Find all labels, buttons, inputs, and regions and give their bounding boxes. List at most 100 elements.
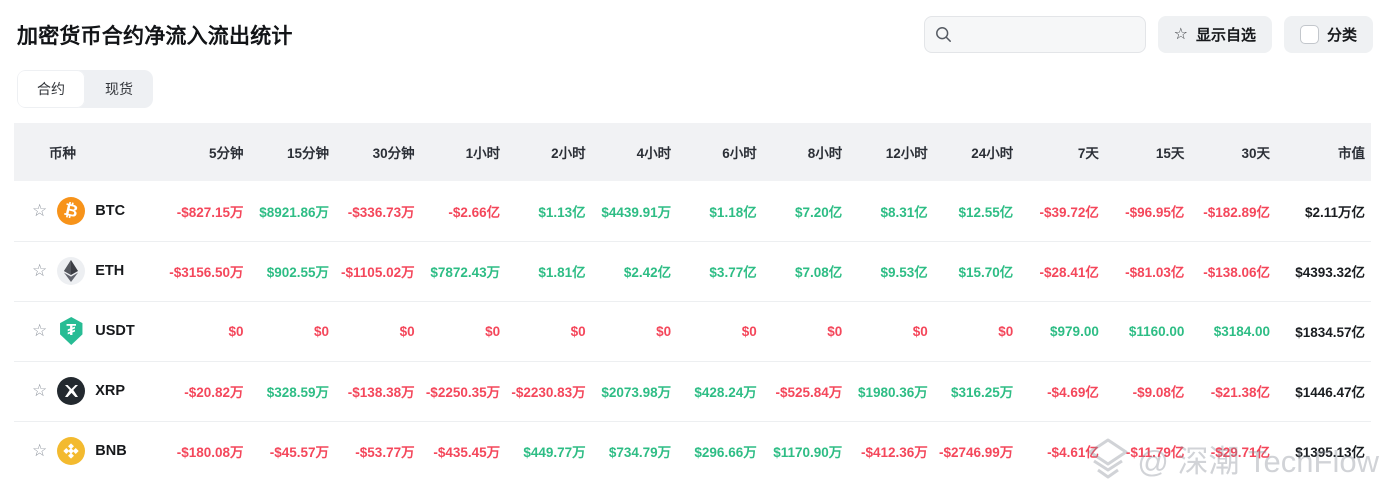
table-row-usdt[interactable]: ☆ ₮ USDT $0 $0 $0 $0 $0 $0 $0 $0 $0 $0 $979.00 $1160.0…	[14, 301, 1371, 362]
flow-value-cell: -$2250.35万	[420, 361, 507, 422]
flow-value-cell: $449.77万	[506, 421, 592, 481]
table-row-eth[interactable]: ☆ ETH -$3156.50万 $902.55万 -$1105.02万 $7872.43…	[14, 241, 1371, 302]
flow-value-cell: $2.42亿	[591, 241, 678, 302]
favorite-star-icon[interactable]: ☆	[32, 321, 48, 340]
flow-value-cell: -$29.71亿	[1190, 421, 1276, 481]
star-icon: ☆	[1173, 25, 1188, 43]
flow-value-cell: $1160.00	[1104, 301, 1191, 362]
search-icon	[935, 27, 951, 42]
market-cap-cell: $1395.13亿	[1276, 421, 1371, 481]
flow-value-cell: $3184.00	[1190, 301, 1276, 362]
search-box[interactable]	[923, 16, 1146, 53]
coin-symbol: BTC	[95, 202, 126, 219]
column-header-12小时: 12小时	[885, 146, 928, 161]
column-header-30分钟: 30分钟	[372, 146, 415, 161]
xrp-icon	[57, 377, 86, 405]
table-row-xrp[interactable]: ☆ XRP -$20.82万 $328.59万 -$138.38万 -$2250.35万 -…	[14, 361, 1371, 422]
flow-value-cell: $0	[335, 301, 421, 362]
flow-value-cell: -$525.84万	[762, 361, 849, 422]
column-header-24小时: 24小时	[971, 146, 1014, 161]
flow-value-cell: $1170.90万	[762, 421, 849, 481]
btc-icon: ₿	[57, 196, 86, 225]
show-favorites-button[interactable]: ☆ 显示自选	[1157, 16, 1272, 53]
flow-value-cell: -$81.03亿	[1104, 241, 1191, 302]
flow-value-cell: -$2230.83万	[506, 361, 592, 422]
coin-symbol: ETH	[95, 263, 125, 279]
flow-value-cell: $7.20亿	[762, 181, 849, 242]
flow-value-cell: $0	[591, 301, 678, 362]
flow-value-cell: -$9.08亿	[1104, 361, 1191, 422]
flow-value-cell: -$138.38万	[335, 361, 421, 422]
category-checkbox[interactable]	[1299, 25, 1319, 44]
flow-table: 币种 5分钟 15分钟 30分钟 1小时 2小时 4小时 6小时 8小时 12小时 24小时 7天 15…	[14, 123, 1371, 481]
flow-value-cell: -$28.41亿	[1019, 241, 1105, 302]
category-label: 分类	[1326, 27, 1357, 44]
column-header-8小时: 8小时	[807, 146, 843, 161]
favorite-star-icon[interactable]: ☆	[32, 200, 48, 220]
flow-value-cell: $0	[677, 301, 763, 362]
flow-value-cell: $428.24万	[677, 361, 763, 422]
flow-value-cell: $0	[420, 301, 507, 362]
coin-cell: ☆ BNB	[14, 421, 164, 481]
flow-value-cell: -$20.82万	[164, 361, 250, 422]
column-header-15天: 15天	[1155, 146, 1185, 161]
flow-value-cell: -$182.89亿	[1190, 181, 1276, 242]
flow-value-cell: $3.77亿	[677, 241, 763, 302]
flow-value-cell: $0	[848, 301, 934, 362]
flow-value-cell: -$412.36万	[848, 421, 934, 481]
column-header-7天: 7天	[1077, 146, 1099, 161]
eth-icon	[57, 257, 86, 285]
flow-value-cell: $8.31亿	[848, 181, 934, 242]
flow-value-cell: -$2.66亿	[420, 181, 507, 242]
flow-value-cell: $9.53亿	[848, 241, 934, 302]
column-header-coin: 币种	[49, 146, 76, 161]
usdt-icon: ₮	[57, 317, 85, 345]
coin-cell: ☆ XRP	[14, 361, 164, 422]
flow-value-cell: $7872.43万	[420, 241, 507, 302]
flow-value-cell: $4439.91万	[591, 181, 678, 242]
flow-value-cell: -$39.72亿	[1019, 181, 1105, 242]
flow-value-cell: -$2746.99万	[933, 421, 1020, 481]
flow-value-cell: -$827.15万	[164, 181, 250, 242]
flow-value-cell: $1.13亿	[506, 181, 592, 242]
flow-value-cell: -$336.73万	[335, 181, 421, 242]
flow-value-cell: -$45.57万	[249, 421, 336, 481]
flow-value-cell: $12.55亿	[933, 181, 1020, 242]
flow-value-cell: -$1105.02万	[335, 241, 421, 302]
category-button[interactable]: 分类	[1283, 16, 1373, 53]
flow-value-cell: $316.25万	[933, 361, 1020, 422]
search-input[interactable]	[959, 26, 1135, 43]
column-header-市值: 市值	[1338, 146, 1365, 161]
favorite-star-icon[interactable]: ☆	[32, 381, 48, 400]
coin-cell: ☆ ETH	[14, 241, 164, 302]
favorite-star-icon[interactable]: ☆	[32, 441, 48, 460]
coin-symbol: BNB	[95, 443, 127, 459]
flow-value-cell: $1980.36万	[848, 361, 934, 422]
table-row-bnb[interactable]: ☆ BNB -$180.08万 -$45.57万 -$53.77万 -$435.45万 $4…	[14, 421, 1371, 481]
column-header-2小时: 2小时	[551, 146, 586, 161]
flow-value-cell: $1.18亿	[677, 181, 763, 242]
coin-symbol: USDT	[95, 323, 135, 339]
column-header-5分钟: 5分钟	[209, 146, 244, 161]
flow-value-cell: $0	[762, 301, 849, 362]
flow-value-cell: $328.59万	[249, 361, 336, 422]
tab-spot[interactable]: 现货	[105, 81, 133, 97]
table-row-btc[interactable]: ☆ ₿ BTC -$827.15万 $8921.86万 -$336.73万 -$2.66亿 $…	[14, 181, 1371, 242]
coin-cell: ☆ ₿ BTC	[14, 181, 164, 242]
page-title: 加密货币合约净流入流出统计	[17, 24, 293, 48]
flow-value-cell: $0	[249, 301, 336, 362]
bnb-icon	[57, 437, 86, 465]
column-header-1小时: 1小时	[465, 146, 501, 161]
column-header-4小时: 4小时	[636, 146, 672, 161]
column-header-30天: 30天	[1241, 146, 1270, 161]
table-header-row: 币种 5分钟 15分钟 30分钟 1小时 2小时 4小时 6小时 8小时 12小时 24小时 7天 15…	[14, 123, 1371, 181]
flow-value-cell: $0	[933, 301, 1020, 362]
flow-value-cell: $0	[164, 301, 250, 362]
tab-contract[interactable]: 合约	[17, 70, 85, 108]
flow-value-cell: $296.66万	[677, 421, 763, 481]
favorite-star-icon[interactable]: ☆	[32, 261, 48, 280]
flow-value-cell: $734.79万	[591, 421, 678, 481]
market-type-tabs: 合约 现货	[17, 70, 153, 108]
coin-cell: ☆ ₮ USDT	[14, 301, 164, 362]
